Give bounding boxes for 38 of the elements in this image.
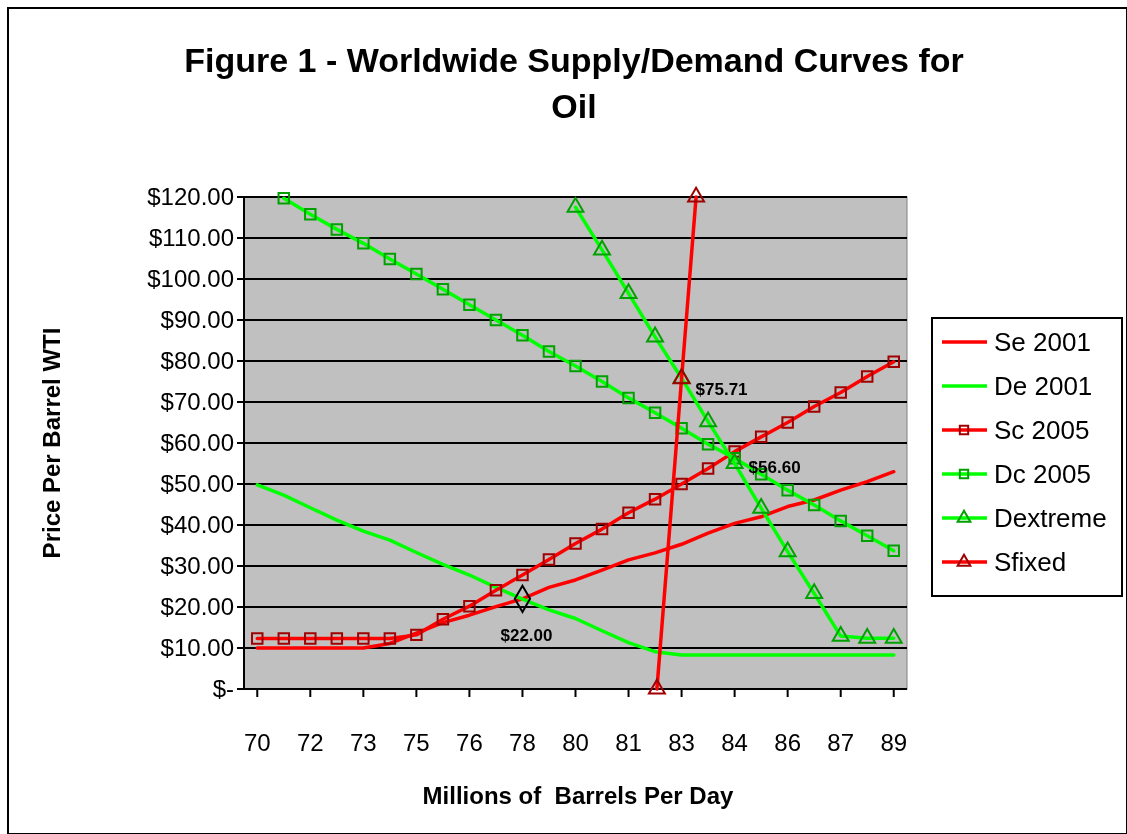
x-tick-label: 84 [721,729,748,756]
x-axis-title: Millions of Barrels Per Day [422,782,735,809]
x-tick-label: 76 [456,729,483,756]
y-tick-label: $50.00 [160,470,234,498]
x-tick-label: 81 [615,729,642,756]
legend-label: Se 2001 [994,327,1091,358]
x-tick-label: 80 [562,729,589,756]
legend-label: Dextreme [994,503,1107,534]
y-tick-label: $40.00 [160,511,234,539]
x-tick-label: 75 [403,729,430,756]
annotation: $22.00 [500,625,553,645]
y-tick-label: $10.00 [160,634,234,662]
y-tick-label: $20.00 [160,593,234,621]
y-tick-label: $60.00 [160,429,234,457]
x-tick-label: 87 [827,729,855,756]
x-tick-label: 78 [509,729,536,756]
legend-label: Sc 2005 [994,415,1090,446]
x-tick-label: 70 [243,729,271,756]
legend-label: De 2001 [994,371,1093,402]
legend-label: Sfixed [994,547,1067,578]
x-tick-label: 89 [880,729,908,756]
annotation: $56.60 [748,457,801,477]
x-tick-label: 86 [774,729,801,756]
x-tick-label: 73 [350,729,377,756]
y-tick-label: $110.00 [149,224,234,252]
y-axis-title: Price Per Barrel WTI [38,327,65,559]
chart-title: Figure 1 - Worldwide Supply/Demand Curves for Oil [184,41,964,125]
annotation: $75.71 [695,379,748,399]
y-tick-label: $70.00 [160,388,234,416]
y-tick-label: $- [212,675,234,703]
y-tick-label: $120.00 [147,183,234,211]
y-tick-label: $80.00 [160,347,234,375]
y-tick-label: $30.00 [160,552,234,580]
y-tick-label: $90.00 [160,306,234,334]
x-tick-label: 72 [296,729,324,756]
x-tick-label: 83 [668,729,695,756]
legend-label: Dc 2005 [994,459,1091,490]
y-tick-label: $100.00 [147,265,234,293]
